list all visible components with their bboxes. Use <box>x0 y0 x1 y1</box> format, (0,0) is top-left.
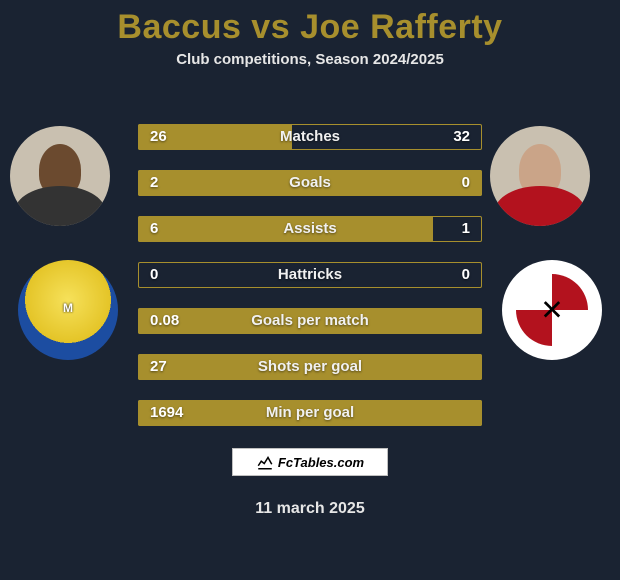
stat-label: Assists <box>283 216 336 242</box>
watermark-badge: FcTables.com <box>232 448 388 476</box>
stat-row: 0.08 Goals per match <box>138 308 482 334</box>
stat-row: 0 0 Hattricks <box>138 262 482 288</box>
stat-left-value: 26 <box>150 124 167 150</box>
stat-left-value: 1694 <box>150 400 183 426</box>
stat-label: Goals per match <box>251 308 369 334</box>
stat-label: Goals <box>289 170 331 196</box>
comparison-title: Baccus vs Joe Rafferty <box>0 0 620 47</box>
stat-label: Shots per goal <box>258 354 362 380</box>
stat-row: 6 1 Assists <box>138 216 482 242</box>
avatar-body-icon <box>15 186 105 226</box>
watermark-text: FcTables.com <box>278 455 364 470</box>
stat-left-value: 0.08 <box>150 308 179 334</box>
stat-row: 27 Shots per goal <box>138 354 482 380</box>
stat-row: 2 0 Goals <box>138 170 482 196</box>
stat-right-value: 32 <box>453 124 470 150</box>
stat-right-value: 0 <box>462 170 470 196</box>
player1-club-badge: M <box>18 260 118 360</box>
stat-row: 26 32 Matches <box>138 124 482 150</box>
player2-avatar <box>490 126 590 226</box>
player2-club-badge: ✕ <box>502 260 602 360</box>
stat-left-value: 0 <box>150 262 158 288</box>
player1-avatar <box>10 126 110 226</box>
stat-label: Min per goal <box>266 400 354 426</box>
stat-row: 1694 Min per goal <box>138 400 482 426</box>
stat-label: Matches <box>280 124 340 150</box>
stat-left-value: 2 <box>150 170 158 196</box>
stat-left-value: 27 <box>150 354 167 380</box>
stat-right-value: 1 <box>462 216 470 242</box>
stat-label: Hattricks <box>278 262 342 288</box>
comparison-date: 11 march 2025 <box>255 500 364 518</box>
stat-right-value: 0 <box>462 262 470 288</box>
stats-bars: 26 32 Matches 2 0 Goals 6 1 Assists 0 0 Hattricks 0.… <box>138 124 482 446</box>
club-badge-mill-icon: ✕ <box>540 294 563 327</box>
chart-icon <box>256 453 274 471</box>
comparison-subtitle: Club competitions, Season 2024/2025 <box>0 51 620 68</box>
stat-left-value: 6 <box>150 216 158 242</box>
club-badge-text: M <box>63 301 73 315</box>
avatar-body-icon <box>495 186 585 226</box>
